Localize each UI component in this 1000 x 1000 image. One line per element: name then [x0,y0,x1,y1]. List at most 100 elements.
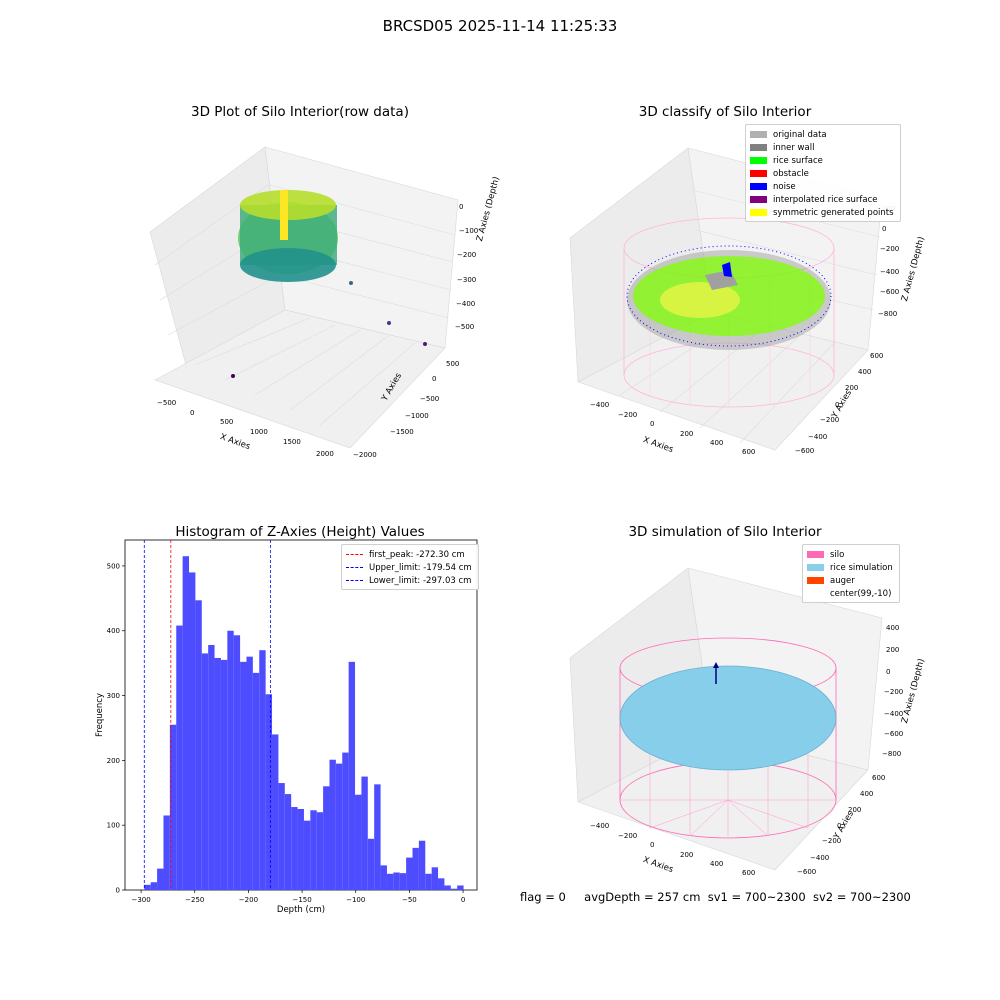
histogram-title: Histogram of Z-Axies (Height) Values [175,524,425,540]
legend-label: symmetric generated points [773,207,894,218]
histogram-bar [386,873,394,890]
simulation-legend: silo rice simulation auger center(99,-10) [802,544,900,603]
x-tick-label: −500 [157,399,177,407]
legend-entry: noise [750,180,894,193]
histogram-bar [272,734,279,890]
histogram-bar [157,868,164,890]
x-tick-label: −250 [185,896,204,904]
histogram-bar [150,882,158,890]
y-tick-label: −1000 [405,412,429,420]
status-bar: flag = 0 avgDepth = 257 cm sv1 = 700~230… [520,890,911,904]
histogram-bar [259,650,266,890]
legend-label: auger [830,575,855,586]
simulation-3d-axes [569,567,883,871]
y-tick-label: 100 [107,822,120,830]
histogram-bar [425,873,432,890]
y-tick-label: 0 [116,887,120,895]
z-tick-label: −600 [880,288,900,296]
raw-floor-pane [154,309,446,449]
histogram-bar [208,645,215,890]
z-tick-label: 0 [459,203,464,211]
z-tick-label: 200 [886,646,900,654]
histogram-bar [169,724,177,890]
legend-entry: rice simulation [807,561,893,574]
legend-swatch [750,144,767,151]
x-tick-label: 0 [650,841,655,849]
histogram-bar [457,885,464,890]
noise-points [626,245,832,347]
histogram-bar [303,820,311,890]
sv1-text: sv1 = 700~2300 [707,890,806,904]
raw-outlier-point [231,374,235,378]
x-tick-label: 200 [680,430,694,438]
legend-entry: Lower_limit: -297.03 cm [346,574,472,587]
legend-entry: interpolated rice surface [750,193,894,206]
histogram-bar [444,885,451,890]
x-tick-label: −400 [590,822,610,830]
y-tick-label: 400 [107,627,120,635]
rice-simulation-surface [619,665,837,771]
legend-label: center(99,-10) [830,588,892,599]
z-tick-label: −200 [884,688,904,696]
histogram-bar [399,873,407,890]
y-tick-label: −200 [820,416,840,424]
histogram-bar [323,786,330,890]
y-tick-label: 200 [107,757,120,765]
classify-panel-title: 3D classify of Silo Interior [638,104,812,120]
symmetric-points [660,282,740,318]
avg-depth-text: avgDepth = 257 cm [584,890,701,904]
y-tick-label: 500 [446,360,460,368]
x-tick-label: 600 [742,448,756,456]
sv2-text: sv2 = 700~2300 [812,890,911,904]
x-tick-label: −300 [131,896,150,904]
legend-swatch [750,131,767,138]
z-tick-label: −800 [878,310,898,318]
x-tick-label: −200 [239,896,258,904]
x-tick-label: 500 [220,418,234,426]
histogram-bar [329,759,336,890]
x-tick-label: −150 [292,896,311,904]
histogram-bar [252,672,260,890]
raw-outlier-point [387,321,391,325]
histogram-bar [342,752,349,890]
histogram-bar [355,794,362,890]
legend-line-swatch [346,580,363,581]
y-tick-label: −600 [797,868,817,876]
legend-label: silo [830,549,845,560]
histogram-bar [393,872,400,890]
legend-swatch [750,196,767,203]
y-tick-label: 0 [432,375,437,383]
z-tick-label: −400 [456,300,476,308]
y-tick-label: −400 [808,433,828,441]
y-tick-label: 200 [848,806,862,814]
histogram-bar [374,784,381,890]
histogram-bar [144,884,151,890]
legend-entry: Upper_limit: -179.54 cm [346,561,472,574]
x-tick-label: 1000 [250,428,268,436]
y-tick-label: 600 [870,352,884,360]
histogram-bar [380,865,387,890]
raw-3d-axes [149,146,459,449]
z-tick-label: 0 [886,668,891,676]
histogram-bar [240,661,247,890]
x-tick-label: −200 [618,411,638,419]
legend-swatch [807,551,824,558]
y-tick-label: 400 [858,368,872,376]
flag-text: flag = 0 [520,890,566,904]
legend-swatch [750,183,767,190]
y-tick-label: −1500 [390,428,414,436]
legend-line-swatch [346,567,363,568]
histogram-bar [316,812,324,890]
z-tick-label: 0 [882,225,887,233]
raw-outlier-point [423,342,427,346]
histogram-bar [367,838,375,890]
histogram-bar [220,659,228,890]
raw-outlier-point [349,281,353,285]
x-tick-label: 1500 [283,438,301,446]
y-tick-label: 300 [107,692,120,700]
classify-legend: original data inner wall rice surface obsta… [745,124,901,222]
z-tick-label: −600 [884,730,904,738]
simulation-panel-title: 3D simulation of Silo Interior [628,524,822,540]
histogram-ticks: −300 −250 −200 −150 −100 −50 0 0 100 200 300 400 500… [95,562,465,915]
raw-panel-title: 3D Plot of Silo Interior(row data) [191,104,409,120]
